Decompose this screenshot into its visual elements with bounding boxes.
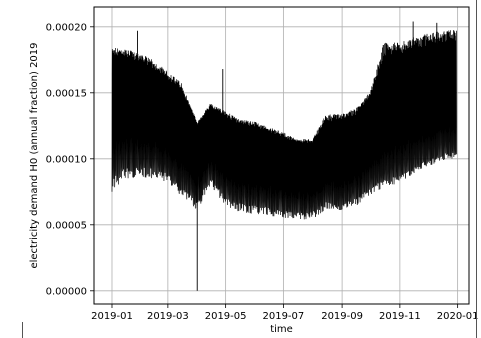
x-tick-label: 2019-01 [91,311,133,322]
y-tick-label: 0.00015 [46,88,87,99]
y-tick-label: 0.00005 [46,220,87,231]
x-tick-label: 2019-11 [379,311,421,322]
x-tick-label: 2020-01 [437,311,479,322]
y-axis-label: electricity demand H0 (annual fraction) … [29,42,40,268]
window-edge-left [22,322,23,338]
y-axis: 0.00000 0.00005 0.00010 0.00015 0.00020 [46,22,94,297]
y-tick-label: 0.00010 [46,154,87,165]
x-axis: 2019-01 2019-03 2019-05 2019-07 2019-09 2019-… [91,304,479,322]
series-line [111,30,458,220]
x-axis-label: time [270,324,293,335]
plot-area-frame [93,6,470,305]
x-tick-label: 2019-09 [321,311,363,322]
window-edge-right [476,0,477,338]
x-tick-label: 2019-07 [262,311,304,322]
x-tick-label: 2019-05 [205,311,247,322]
y-tick-label: 0.00020 [46,22,87,33]
x-tick-label: 2019-03 [147,311,189,322]
series-electricity-demand [111,21,458,291]
y-tick-label: 0.00000 [46,286,87,297]
